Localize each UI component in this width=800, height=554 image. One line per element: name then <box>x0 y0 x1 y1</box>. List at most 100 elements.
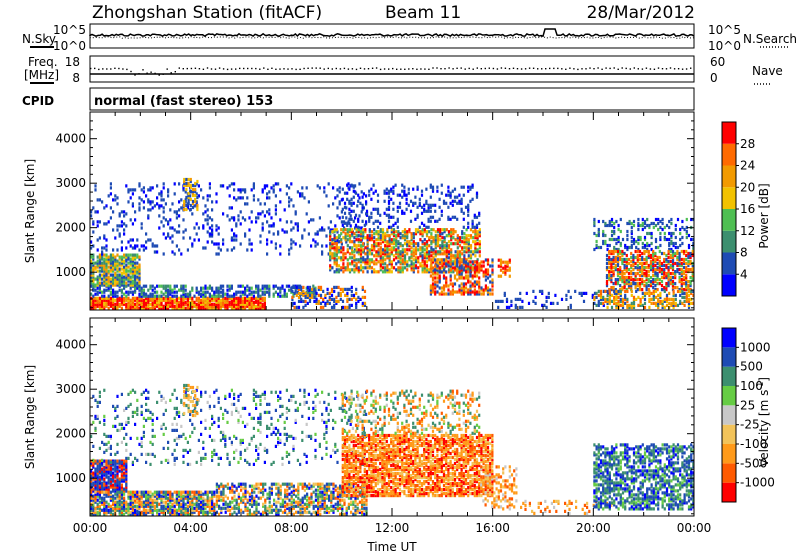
nsky-tick-bottom: 10^0 <box>53 39 86 53</box>
power-cell <box>345 240 348 244</box>
power-cell <box>429 209 432 213</box>
power-cell <box>96 265 99 269</box>
power-cell <box>418 225 421 229</box>
power-cell <box>643 237 647 242</box>
velocity-cell <box>118 502 121 506</box>
power-cell <box>365 202 368 206</box>
power-cell <box>373 236 376 240</box>
power-cell <box>632 272 635 276</box>
power-cell <box>474 264 477 268</box>
power-cell <box>602 303 605 307</box>
power-cell <box>638 278 642 282</box>
power-cell <box>617 227 620 232</box>
power-cell <box>388 242 391 246</box>
power-cell <box>412 270 415 274</box>
power-cell <box>401 234 404 238</box>
velocity-cell <box>103 506 106 510</box>
power-cell <box>414 230 418 234</box>
power-cell <box>109 255 112 259</box>
power-cell <box>676 263 679 268</box>
power-cell <box>636 278 639 282</box>
velocity-cell <box>101 469 104 473</box>
power-cell <box>505 299 509 303</box>
power-cell <box>233 294 236 298</box>
power-cell <box>204 286 207 290</box>
power-cell <box>153 298 156 302</box>
power-cell <box>153 286 156 290</box>
power-cell <box>691 266 694 270</box>
power-cell <box>167 288 170 292</box>
nave-label: Nave <box>752 64 783 78</box>
power-cell <box>171 306 174 310</box>
power-cell <box>194 199 197 204</box>
power-cell <box>671 272 675 276</box>
power-cell <box>379 246 382 250</box>
power-cell <box>233 182 236 186</box>
power-cell <box>147 294 150 298</box>
velocity-cell <box>116 494 119 498</box>
velocity-cell <box>114 465 117 469</box>
power-cell <box>366 270 369 274</box>
power-cell <box>593 247 596 252</box>
power-cell <box>353 250 356 254</box>
power-cell <box>123 275 126 279</box>
power-cell <box>388 270 391 274</box>
power-cell <box>656 261 659 266</box>
power-cell <box>142 306 145 310</box>
power-cell <box>250 220 253 224</box>
power-cell <box>129 281 132 285</box>
velocity-cell <box>114 467 117 471</box>
power-cell <box>384 236 387 240</box>
power-cell <box>637 217 640 222</box>
power-cell <box>678 280 681 284</box>
power-cell <box>462 268 465 272</box>
nave-dot <box>436 67 438 69</box>
power-cell <box>228 288 231 292</box>
power-cell <box>346 262 349 266</box>
power-cell <box>428 252 431 256</box>
velocity-cell <box>92 475 95 479</box>
power-cell <box>337 240 341 244</box>
power-cell <box>670 303 673 307</box>
power-cell <box>268 286 271 290</box>
power-cell <box>310 218 313 222</box>
power-cell <box>412 240 415 244</box>
power-cell <box>206 194 209 198</box>
power-cell <box>90 267 93 271</box>
power-cell <box>239 210 242 214</box>
power-cell <box>430 232 433 236</box>
power-cell <box>125 306 128 310</box>
power-cell <box>204 290 207 294</box>
power-cell <box>445 270 448 274</box>
power-cell <box>390 197 393 201</box>
power-cell <box>279 218 282 222</box>
power-cell <box>107 279 110 283</box>
power-cell <box>215 300 218 304</box>
power-cell <box>442 284 446 288</box>
power-cell <box>441 240 444 244</box>
power-cell <box>131 271 134 275</box>
power-cell <box>384 238 387 242</box>
power-cell <box>244 202 247 206</box>
power-cell <box>98 304 101 308</box>
nsearch-tick-top: 10^5 <box>708 23 741 37</box>
power-cell <box>610 276 613 280</box>
power-cell <box>368 252 371 256</box>
velocity-cell <box>92 473 95 477</box>
power-cell <box>473 225 476 229</box>
power-cell <box>429 264 432 268</box>
power-cell <box>101 255 104 259</box>
power-cell <box>217 302 220 306</box>
power-cell <box>679 243 682 248</box>
power-colorbar-label: Power [dB] <box>757 183 771 248</box>
power-cell <box>669 280 672 284</box>
power-cell <box>222 298 225 302</box>
power-cell <box>469 288 472 292</box>
power-cell <box>682 257 686 262</box>
power-cell <box>663 235 666 240</box>
power-cell <box>652 225 655 230</box>
power-cell <box>120 240 123 244</box>
power-cell <box>317 285 320 289</box>
nave-dot <box>444 68 446 70</box>
power-cell <box>173 228 176 232</box>
